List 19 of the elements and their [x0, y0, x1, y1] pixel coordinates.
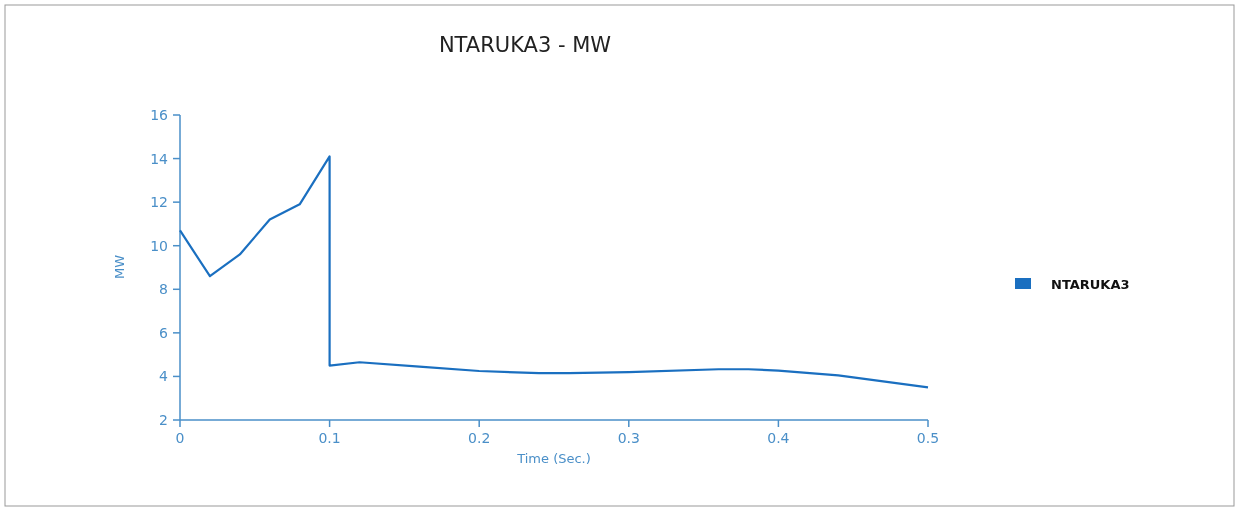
- y-tick-label: 8: [159, 281, 168, 298]
- x-tick-label: 0: [175, 430, 185, 446]
- x-tick-label: 0.5: [916, 430, 940, 446]
- y-axis-title: MW: [112, 254, 127, 280]
- y-tick-label: 4: [159, 368, 169, 385]
- x-tick-label: 0.1: [318, 430, 341, 446]
- x-tick-label: 0.4: [767, 430, 790, 446]
- y-tick-label: 2: [159, 412, 168, 428]
- x-tick-label: 0.3: [617, 430, 640, 446]
- y-tick-label: 14: [150, 150, 169, 167]
- chart-title: NTARUKA3 - MW: [438, 33, 612, 57]
- y-tick-label: 6: [159, 324, 169, 341]
- y-tick-label: 12: [150, 194, 168, 211]
- y-tick-label: 16: [150, 107, 169, 123]
- legend-label: NTARUKA3: [1051, 277, 1130, 292]
- x-axis-title: Time (Sec.): [516, 451, 591, 466]
- y-tick-label: 10: [150, 237, 168, 254]
- x-tick-label: 0.2: [468, 430, 491, 446]
- line-series: [178, 155, 930, 389]
